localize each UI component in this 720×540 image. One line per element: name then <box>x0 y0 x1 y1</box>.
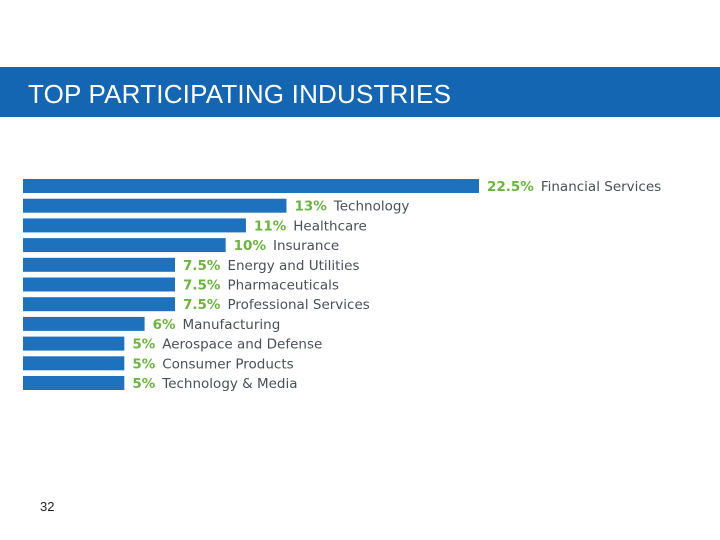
value-label: 7.5% <box>183 258 221 274</box>
value-label: 13% <box>294 199 327 215</box>
bar-label-9: 5% Aerospace and Defense <box>132 337 322 353</box>
category-label: Pharmaceuticals <box>227 278 339 294</box>
category-label: Technology & Media <box>161 376 297 392</box>
bar-label-4: 10% Insurance <box>234 238 340 254</box>
value-label: 5% <box>132 356 155 372</box>
category-label: Energy and Utilities <box>227 258 359 274</box>
bar-label-11: 5% Technology & Media <box>132 376 297 392</box>
category-label: Professional Services <box>227 297 369 313</box>
category-label: Financial Services <box>541 179 661 195</box>
bar-11 <box>23 376 125 390</box>
category-label: Consumer Products <box>162 356 293 372</box>
value-label: 10% <box>234 238 267 254</box>
category-label: Manufacturing <box>183 317 281 333</box>
bar-label-2: 13% Technology <box>294 199 409 215</box>
value-label: 22.5% <box>487 179 534 195</box>
value-label: 5% <box>132 376 155 392</box>
slide-title: TOP PARTICIPATING INDUSTRIES <box>28 79 452 109</box>
page-number: 32 <box>40 499 55 514</box>
value-label: 11% <box>254 218 287 234</box>
bar-6 <box>23 277 175 292</box>
bar-2 <box>23 198 287 213</box>
value-label: 7.5% <box>183 278 221 294</box>
bar-label-6: 7.5% Pharmaceuticals <box>183 278 339 294</box>
bar-9 <box>23 336 125 351</box>
bar-7 <box>23 297 175 312</box>
category-label: Technology <box>333 199 410 215</box>
bar-label-3: 11% Healthcare <box>254 218 367 234</box>
bar-5 <box>23 257 175 272</box>
bar-1 <box>23 179 479 193</box>
bar-label-10: 5% Consumer Products <box>132 356 293 372</box>
value-label: 5% <box>132 337 155 353</box>
value-label: 7.5% <box>183 297 221 313</box>
bar-3 <box>23 218 246 233</box>
category-label: Aerospace and Defense <box>162 337 322 353</box>
bar-4 <box>23 238 226 253</box>
bar-8 <box>23 316 145 331</box>
bar-label-8: 6% Manufacturing <box>153 317 281 333</box>
bar-label-1: 22.5% Financial Services <box>487 179 661 195</box>
bar-label-5: 7.5% Energy and Utilities <box>183 258 360 274</box>
value-label: 6% <box>153 317 176 333</box>
category-label: Insurance <box>273 238 339 254</box>
category-label: Healthcare <box>293 218 367 234</box>
bar-label-7: 7.5% Professional Services <box>183 297 370 313</box>
header-bar: TOP PARTICIPATING INDUSTRIES <box>0 67 720 117</box>
bar-10 <box>23 356 125 371</box>
